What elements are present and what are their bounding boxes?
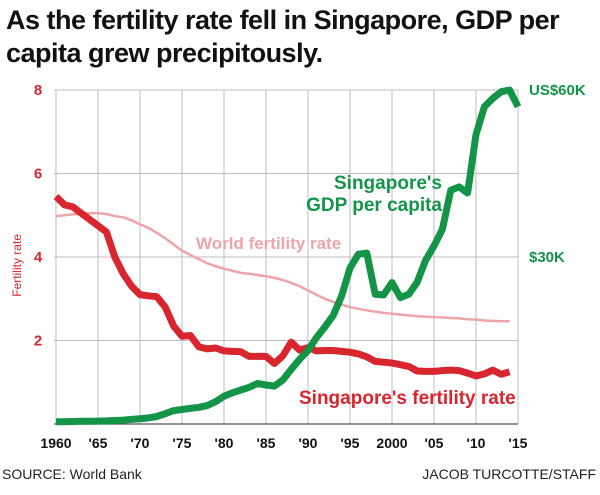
- label-gdp-line-2: GDP per capita: [306, 195, 442, 216]
- y-right-tick-label-0: $30K: [529, 249, 565, 266]
- chart-title-line-1: As the fertility rate fell in Singapore,…: [6, 5, 560, 35]
- x-tick-label-1985: '85: [257, 435, 276, 451]
- y-left-tick-label-4: 4: [34, 249, 43, 266]
- credit-note: JACOB TURCOTTE/STAFF: [422, 466, 596, 482]
- series-lines: [53, 86, 522, 426]
- x-tick-label-1980: '80: [215, 435, 234, 451]
- chart-title: As the fertility rate fell in Singapore,…: [6, 4, 596, 70]
- chart-title-line-2: capita grew precipitously.: [6, 38, 323, 68]
- x-tick-label-1990: '90: [299, 435, 318, 451]
- x-tick-label-2000: 2000: [376, 435, 407, 451]
- x-tick-label-2010: '10: [467, 435, 486, 451]
- x-tick-label-1975: '75: [173, 435, 192, 451]
- axis-ticks: 1960 '65 '70 '75 '80 '85 '90 '95 2000 '05 '10 '15 2 4…: [10, 82, 586, 451]
- y-left-axis-title: Fertility rate: [10, 234, 24, 297]
- series-singapore-fertility: [53, 194, 511, 380]
- grid-lines: [54, 89, 519, 425]
- x-tick-label-1960: 1960: [40, 435, 71, 451]
- label-world-fertility: World fertility rate: [196, 234, 341, 253]
- series-world-fertility: [55, 211, 510, 323]
- y-left-tick-label-6: 6: [34, 166, 42, 183]
- series-gdp-per-capita: [55, 86, 522, 426]
- source-note: SOURCE: World Bank: [2, 466, 142, 482]
- x-tick-label-2005: '05: [425, 435, 444, 451]
- label-singapore-fertility: Singapore's fertility rate: [299, 388, 516, 409]
- y-left-tick-label-8: 8: [34, 82, 42, 99]
- label-gdp-line-1: Singapore's: [334, 173, 442, 194]
- y-left-tick-label-2: 2: [34, 333, 42, 350]
- x-tick-label-2015: '15: [509, 435, 528, 451]
- y-right-tick-label-1: US$60K: [529, 82, 586, 99]
- x-tick-label-1995: '95: [341, 435, 360, 451]
- x-tick-label-1965: '65: [89, 435, 108, 451]
- x-tick-label-1970: '70: [131, 435, 150, 451]
